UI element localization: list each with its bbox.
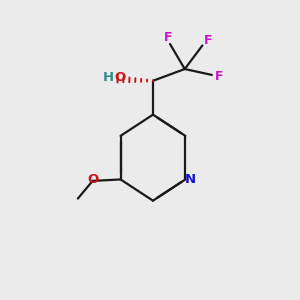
Text: N: N [185, 173, 196, 186]
Text: O: O [114, 71, 126, 84]
Text: H: H [103, 71, 114, 84]
Text: O: O [87, 173, 98, 186]
Text: F: F [215, 70, 224, 83]
Text: F: F [164, 31, 173, 44]
Text: F: F [204, 34, 213, 47]
